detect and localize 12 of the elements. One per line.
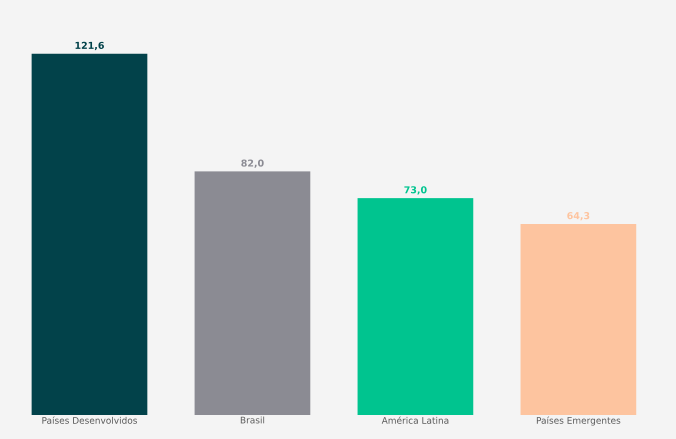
data-label: 73,0: [404, 186, 427, 195]
bar: [358, 198, 474, 415]
data-label: 121,6: [76, 42, 104, 50]
data-label: 64,3: [567, 212, 590, 220]
bar: [520, 224, 636, 415]
x-tick-label: América Latina: [382, 416, 448, 424]
bar: [194, 171, 310, 415]
x-tick-label: Países Emergentes: [536, 416, 620, 426]
bar: [32, 54, 148, 415]
x-tick-label: Brasil: [240, 416, 264, 424]
data-label: 82,0: [241, 159, 264, 168]
x-tick-label: Países Desenvolvidos: [42, 416, 138, 424]
